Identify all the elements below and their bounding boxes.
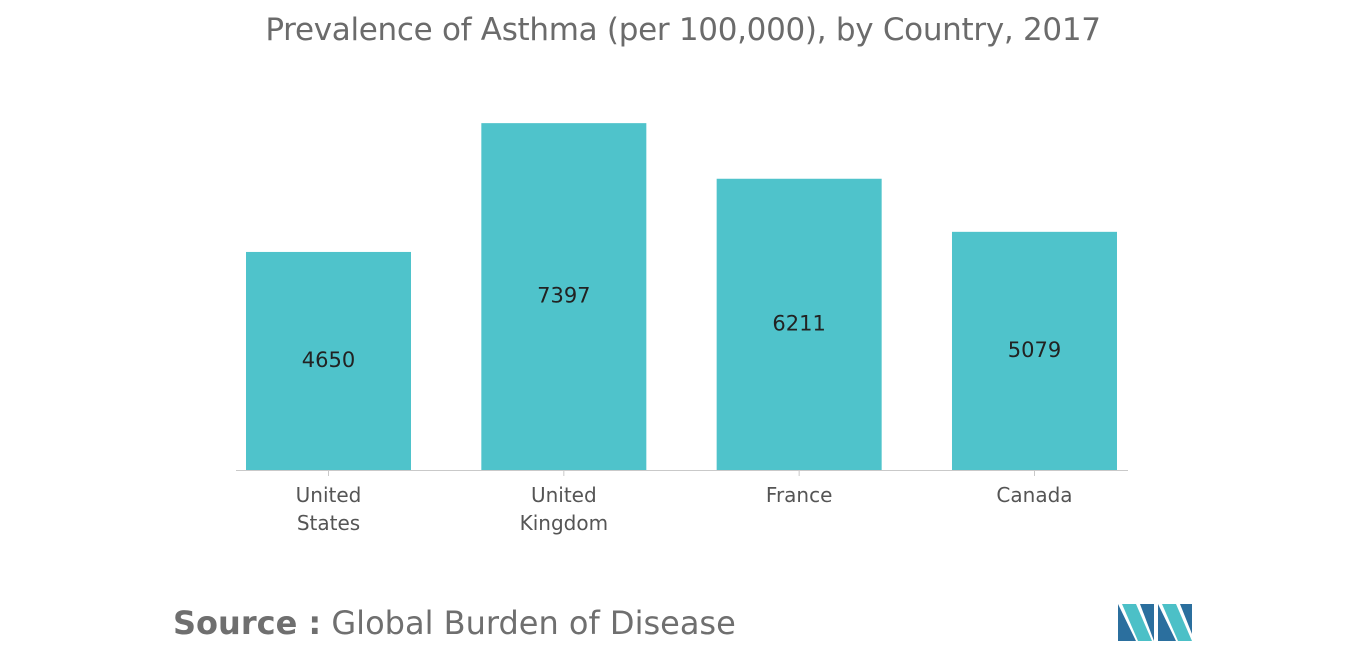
x-tick-label: France — [766, 483, 833, 507]
source-note: Source : Global Burden of Disease — [173, 604, 736, 642]
mordor-intelligence-logo-icon — [1118, 604, 1192, 641]
bar — [951, 231, 1117, 470]
bar-data-label: 5079 — [1008, 338, 1061, 362]
chart-title: Prevalence of Asthma (per 100,000), by C… — [265, 12, 1101, 48]
bar — [481, 123, 647, 470]
source-text: Global Burden of Disease — [331, 604, 736, 642]
bar-data-label: 4650 — [302, 348, 355, 372]
bar — [246, 251, 411, 470]
bar-data-label: 6211 — [772, 311, 825, 335]
x-tick-label: United States — [296, 483, 362, 535]
bar — [716, 178, 882, 470]
source-label: Source : — [173, 604, 322, 642]
x-tick-label: Canada — [996, 483, 1072, 507]
bar-data-label: 7397 — [537, 284, 590, 308]
x-tick-label: United Kingdom — [520, 483, 608, 535]
bar-chart: 4650 United States 7397 United Kingdom 6211 Fra… — [236, 123, 1128, 535]
